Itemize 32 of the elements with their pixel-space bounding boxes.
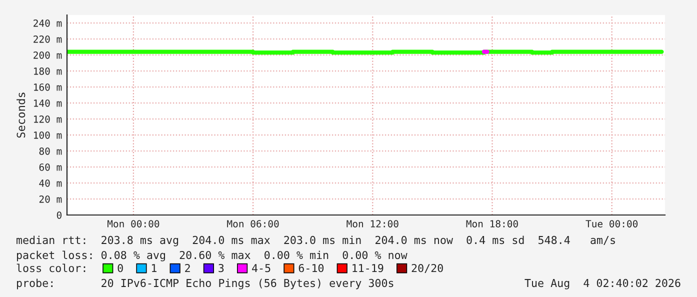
x-tick-label: Mon 00:00 bbox=[108, 220, 160, 228]
y-tick-label: 100 m bbox=[34, 132, 62, 139]
y-tick-label: 240 m bbox=[34, 20, 62, 27]
y-axis-title: Seconds bbox=[16, 92, 26, 138]
x-tick-label: Mon 18:00 bbox=[466, 220, 518, 228]
legend-label: 1 bbox=[152, 264, 156, 272]
y-tick-label: 80 m bbox=[39, 148, 62, 155]
y-tick-label: 0 bbox=[56, 212, 62, 219]
y-tick-label: 60 m bbox=[39, 164, 62, 171]
legend-label: 6-10 bbox=[298, 264, 324, 272]
y-tick-label: 40 m bbox=[39, 180, 62, 187]
y-tick-label: 20 m bbox=[39, 196, 62, 203]
y-tick-label: 160 m bbox=[34, 84, 62, 91]
text: Tue Aug 4 02:40:02 2026 bbox=[524, 278, 680, 290]
legend-label: 3 bbox=[218, 264, 224, 272]
text: probe: 20 IPv6-ICMP Echo Pings (56 Bytes) every 300s bbox=[17, 278, 394, 290]
legend-label: 0 bbox=[118, 264, 123, 272]
x-tick-label: Mon 06:00 bbox=[227, 220, 279, 228]
legend-title: loss color: bbox=[16, 264, 86, 272]
y-tick-label: 220 m bbox=[34, 36, 62, 43]
legend-label: 11-19 bbox=[352, 264, 384, 272]
y-tick-label: 200 m bbox=[34, 52, 62, 59]
legend-label: 4-5 bbox=[252, 264, 270, 272]
text: packet loss: 0.08 % avg 20.60 % max 0.00 % min 0.00 % now bbox=[17, 250, 408, 262]
x-tick-label: Mon 12:00 bbox=[346, 220, 398, 228]
x-tick-label: Tue 00:00 bbox=[586, 220, 638, 228]
y-tick-label: 120 m bbox=[34, 116, 62, 123]
legend-label: 20/20 bbox=[412, 264, 443, 274]
legend-label: 2 bbox=[185, 264, 190, 272]
text: median rtt: 203.8 ms avg 204.0 ms max 203.0 ms min 204.0 ms now 0.4 ms sd 548.4 am/s bbox=[16, 236, 615, 246]
y-tick-label: 180 m bbox=[34, 68, 62, 75]
y-tick-label: 140 m bbox=[34, 100, 62, 107]
